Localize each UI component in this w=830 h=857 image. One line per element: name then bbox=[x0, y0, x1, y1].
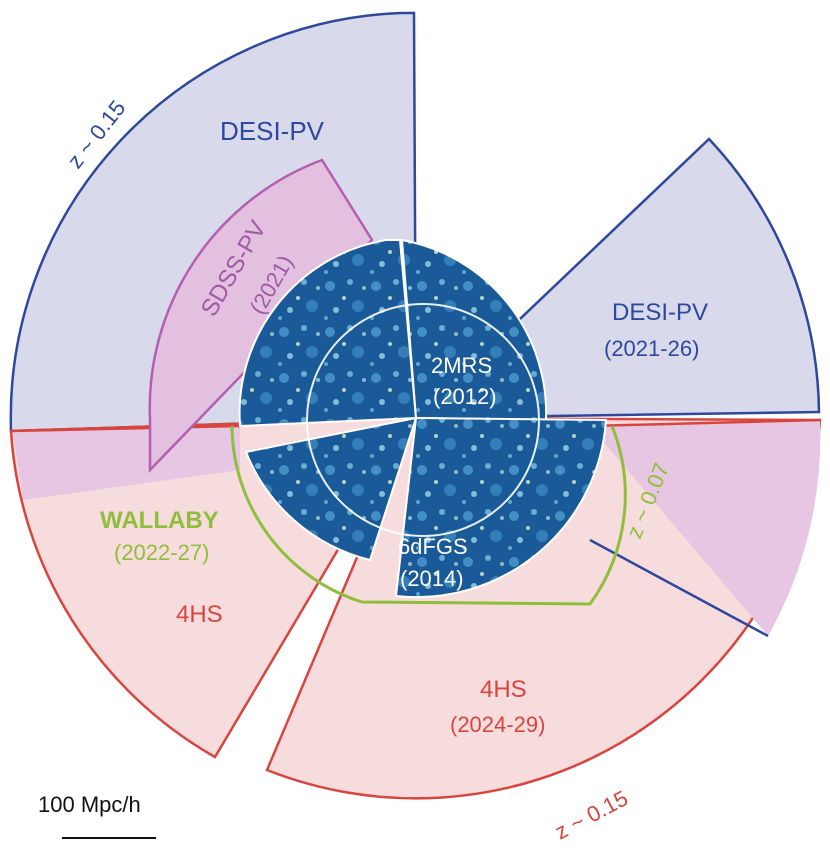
sixdf-year: (2014) bbox=[400, 566, 464, 591]
desi-right-label: DESI-PV bbox=[612, 299, 708, 326]
desi-right-year: (2021-26) bbox=[604, 336, 699, 361]
wallaby-arc bbox=[230, 425, 627, 606]
twomrs-year: (2012) bbox=[433, 384, 497, 409]
overlap-left-region bbox=[13, 426, 240, 500]
fourhs-left-label: 4HS bbox=[176, 601, 223, 628]
core-inner-ring bbox=[306, 303, 540, 537]
fourhs-right-top-edge bbox=[589, 418, 821, 428]
twomrs-label: 2MRS bbox=[431, 353, 492, 378]
desi-top-label: DESI-PV bbox=[220, 116, 325, 146]
wallaby-label: WALLABY bbox=[100, 507, 219, 534]
fourhs-left-top-edge bbox=[10, 424, 241, 433]
scale-label: 100 Mpc/h bbox=[38, 792, 141, 817]
sdss-pv-wedge bbox=[148, 158, 374, 474]
lss-core-upper bbox=[238, 239, 418, 428]
sixdf-label: 6dFGS bbox=[398, 534, 468, 559]
lss-core-upper-right bbox=[400, 238, 548, 422]
desi-right-lower-edge bbox=[589, 538, 769, 638]
z-bottom-label: z ~ 0.15 bbox=[551, 785, 632, 844]
overlap-right-region bbox=[590, 420, 821, 636]
fourhs-bottom-label: 4HS bbox=[480, 676, 527, 703]
wallaby-year: (2022-27) bbox=[114, 540, 209, 565]
fourhs-bottom-year: (2024-29) bbox=[450, 712, 545, 737]
lss-core-right bbox=[394, 416, 608, 599]
